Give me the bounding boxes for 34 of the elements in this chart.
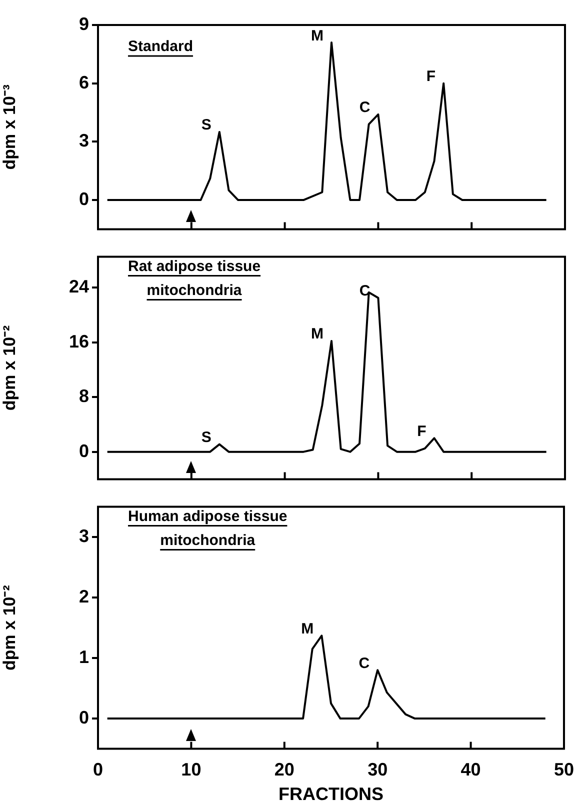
y-tick-label: 0 [78,440,89,461]
y-axis-title: dpm x 10⁻² [0,584,19,670]
y-tick-label: 0 [78,188,89,209]
annotation: F [417,422,426,440]
x-tick-label: 30 [368,760,388,780]
x-axis-title: FRACTIONS [278,784,384,804]
y-axis-title: dpm x 10⁻³ [0,84,19,170]
text: Standard [128,38,194,55]
annotation: C [359,99,370,116]
y-tick-label: 2 [78,586,89,607]
annotation: M [311,28,324,45]
annotation: C [358,654,370,672]
x-tick-label: 50 [554,760,574,780]
annotation: S [201,428,212,446]
y-axis-title: dpm x 10⁻² [0,324,19,411]
x-tick-label: 40 [460,760,481,780]
y-tick-label: 9 [78,14,89,34]
y-tick-label: 3 [78,526,89,546]
annotation: M [311,326,324,343]
text: Human adipose tissue mitochondria [128,508,288,549]
annotation: S [201,116,212,134]
text: Rat adipose tissue mitochondria [128,258,261,299]
annotation: F [426,68,436,85]
x-tick-label: 20 [274,760,294,780]
y-tick-label: 8 [78,386,89,406]
y-tick-label: 6 [78,72,89,92]
y-tick-label: 1 [78,647,89,668]
x-tick-label: 10 [181,760,202,780]
x-tick-label: 0 [92,760,104,780]
y-tick-label: 3 [78,130,89,151]
y-tick-label: 24 [68,276,89,297]
annotation: M [301,620,314,638]
y-tick-label: 16 [68,331,89,352]
y-tick-label: 0 [78,708,89,728]
